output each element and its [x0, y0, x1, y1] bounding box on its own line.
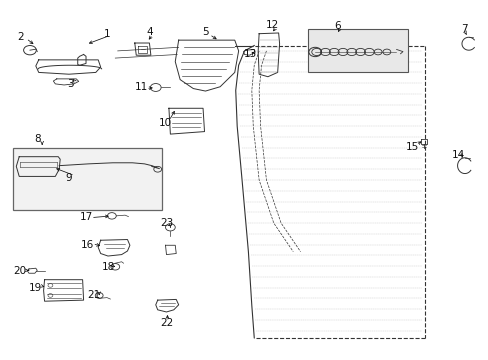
Text: 23: 23 — [160, 218, 173, 228]
Text: 18: 18 — [101, 262, 114, 272]
Text: 3: 3 — [67, 79, 74, 89]
Text: 1: 1 — [103, 29, 110, 39]
Text: 6: 6 — [333, 21, 340, 31]
Text: 14: 14 — [450, 150, 464, 160]
FancyBboxPatch shape — [307, 30, 407, 72]
Text: 16: 16 — [81, 240, 94, 250]
FancyBboxPatch shape — [13, 148, 161, 211]
Text: 8: 8 — [34, 134, 41, 144]
Text: 19: 19 — [29, 283, 42, 293]
Text: 10: 10 — [159, 118, 172, 128]
Text: 4: 4 — [146, 27, 152, 37]
Text: 5: 5 — [202, 27, 208, 37]
Text: 7: 7 — [460, 24, 466, 35]
Text: 13: 13 — [243, 49, 257, 59]
Text: 20: 20 — [14, 266, 27, 276]
Text: 15: 15 — [405, 142, 419, 152]
Text: 17: 17 — [79, 212, 92, 221]
Text: 9: 9 — [65, 173, 72, 183]
Text: 12: 12 — [265, 20, 279, 30]
Text: 2: 2 — [17, 32, 23, 41]
Text: 21: 21 — [87, 291, 101, 301]
Text: 22: 22 — [160, 318, 173, 328]
Text: 11: 11 — [134, 82, 147, 93]
